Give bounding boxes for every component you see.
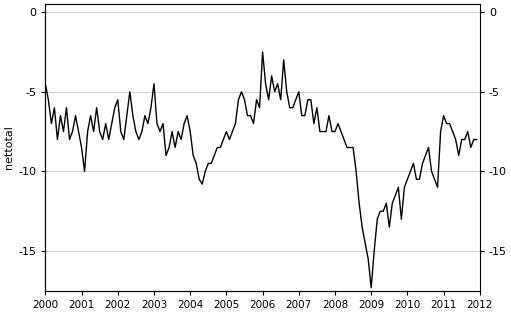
Y-axis label: nettotal: nettotal	[4, 126, 14, 170]
